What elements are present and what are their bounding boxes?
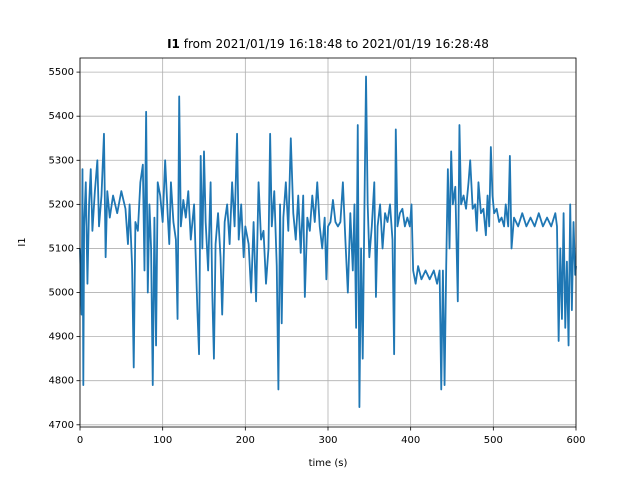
y-tick-label: 5400: [49, 111, 74, 122]
y-tick-label: 5200: [49, 199, 74, 210]
chart-title: I1 from 2021/01/19 16:18:48 to 2021/01/1…: [167, 37, 489, 51]
x-axis-label: time (s): [309, 458, 348, 469]
x-tick-label: 400: [401, 435, 420, 446]
grid: [79, 58, 577, 427]
y-tick-label: 4700: [49, 420, 74, 431]
y-tick-label: 5500: [49, 67, 74, 78]
y-axis-label: I1: [17, 237, 28, 246]
x-tick-label: 100: [153, 435, 172, 446]
x-tick-label: 300: [318, 435, 337, 446]
chart-title-rest: from 2021/01/19 16:18:48 to 2021/01/19 1…: [184, 37, 489, 51]
chart-title-bold: I1: [167, 37, 180, 51]
y-tick-label: 5100: [49, 243, 74, 254]
x-tick-label: 0: [77, 435, 83, 446]
y-tick-label: 5000: [49, 288, 74, 299]
y-tick-label: 5300: [49, 155, 74, 166]
x-tick-label: 600: [566, 435, 585, 446]
plot-area: [79, 75, 577, 409]
y-tick-label: 4900: [49, 332, 74, 343]
y-tick-label: 4800: [49, 376, 74, 387]
ticks: 0 100 200 300 400 500 600 4700 4800 4900 5000 5100 5…: [49, 67, 586, 446]
x-tick-label: 200: [236, 435, 255, 446]
data-line: [79, 75, 577, 409]
x-tick-label: 500: [484, 435, 503, 446]
